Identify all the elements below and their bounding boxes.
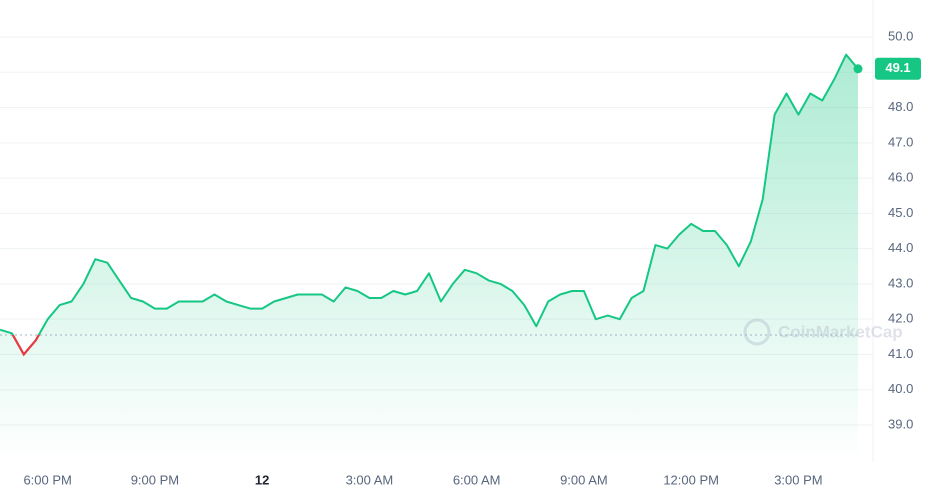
x-tick-label: 12 bbox=[255, 472, 269, 487]
y-tick-label: 47.0 bbox=[888, 134, 913, 149]
price-tag bbox=[875, 57, 921, 80]
y-tick-label: 46.0 bbox=[888, 170, 913, 185]
watermark: CoinMarketCap bbox=[743, 318, 903, 346]
y-tick-label: 42.0 bbox=[888, 311, 913, 326]
price-line bbox=[0, 53, 859, 356]
last-point bbox=[853, 64, 863, 74]
watermark-text: CoinMarketCap bbox=[778, 322, 903, 341]
x-tick-label: 9:00 PM bbox=[131, 472, 179, 487]
y-tick-label: 44.0 bbox=[888, 240, 913, 255]
y-tick-label: 40.0 bbox=[888, 381, 913, 396]
y-tick-label: 43.0 bbox=[888, 275, 913, 290]
y-tick-label: 48.0 bbox=[888, 99, 913, 114]
y-tick-label: 39.0 bbox=[888, 416, 913, 431]
area-fill bbox=[0, 54, 858, 462]
x-tick-label: 6:00 AM bbox=[453, 472, 501, 487]
y-tick-label: 50.0 bbox=[888, 28, 913, 43]
x-tick-label: 9:00 AM bbox=[560, 472, 608, 487]
price-tag-label: 49.1 bbox=[885, 60, 910, 75]
x-tick-label: 3:00 AM bbox=[346, 472, 394, 487]
y-tick-label: 45.0 bbox=[888, 205, 913, 220]
x-tick-label: 12:00 PM bbox=[663, 472, 719, 487]
x-tick-label: 6:00 PM bbox=[23, 472, 71, 487]
y-tick-label: 41.0 bbox=[888, 346, 913, 361]
x-tick-label: 3:00 PM bbox=[774, 472, 822, 487]
